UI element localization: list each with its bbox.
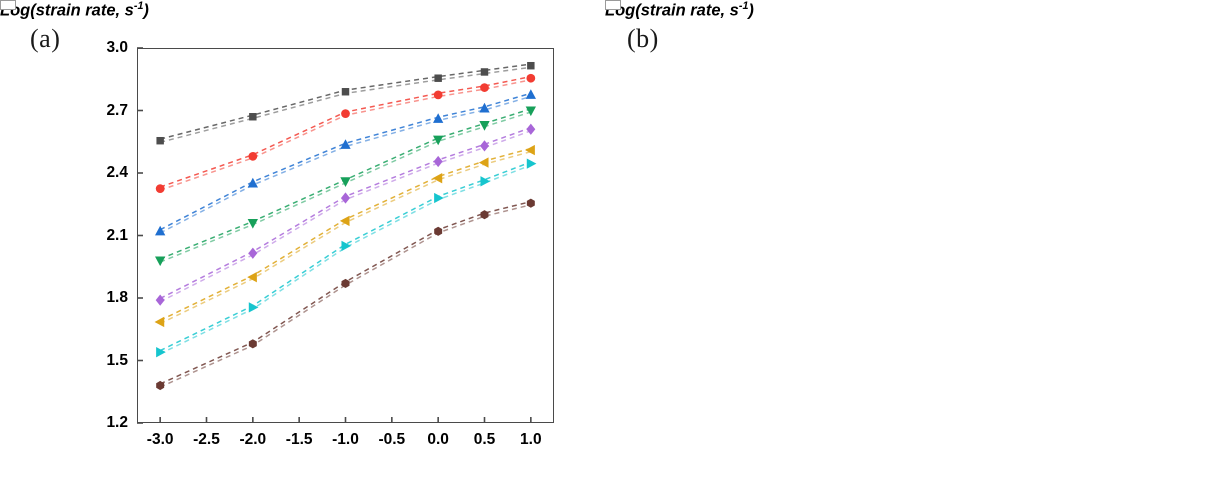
data-point-950 bbox=[247, 177, 258, 188]
data-point-1050 bbox=[433, 155, 443, 168]
data-point-1050 bbox=[248, 247, 258, 259]
data-point-1100 bbox=[247, 272, 257, 283]
data-point-1100 bbox=[339, 215, 350, 227]
panel-a-x-axis-title: Log(strain rate, s-1) bbox=[0, 0, 149, 20]
y-tick-label: 2.1 bbox=[106, 226, 128, 244]
data-point-900 bbox=[155, 184, 165, 193]
data-point-1150 bbox=[156, 347, 166, 358]
data-point-850 bbox=[434, 74, 442, 82]
panel-a-data-layer bbox=[137, 47, 537, 424]
data-point-900 bbox=[480, 83, 489, 92]
data-point-1000 bbox=[247, 218, 258, 229]
data-point-1000 bbox=[155, 256, 166, 267]
panel-a-legend bbox=[0, 0, 16, 10]
x-tick-label: 0.0 bbox=[427, 431, 449, 448]
data-point-1000 bbox=[479, 121, 490, 131]
data-point-1000 bbox=[433, 135, 444, 146]
data-point-950 bbox=[479, 102, 490, 113]
data-point-900 bbox=[526, 73, 536, 83]
data-point-1150 bbox=[341, 240, 352, 252]
data-point-950 bbox=[525, 89, 536, 99]
y-tick-label: 3.0 bbox=[106, 39, 128, 56]
data-point-950 bbox=[155, 225, 166, 236]
data-point-1150 bbox=[480, 176, 491, 187]
data-point-950 bbox=[340, 139, 351, 149]
y-tick-label: 1.5 bbox=[106, 351, 128, 369]
y-tick-label: 2.4 bbox=[106, 164, 128, 181]
data-point-1150 bbox=[248, 302, 259, 313]
data-point-1100 bbox=[478, 157, 489, 168]
data-point-1050 bbox=[155, 294, 165, 306]
data-point-1200 bbox=[526, 198, 535, 208]
panel-b-data-layer bbox=[605, 0, 1211, 488]
x-tick-label: -3.0 bbox=[146, 431, 174, 448]
data-point-1200 bbox=[248, 339, 257, 349]
panel-a-tag: (a) bbox=[30, 24, 61, 53]
data-point-950 bbox=[433, 113, 444, 123]
x-tick-label: -2.0 bbox=[239, 431, 267, 448]
data-point-1150 bbox=[526, 158, 537, 169]
data-point-850 bbox=[156, 136, 164, 145]
data-point-1050 bbox=[526, 123, 536, 135]
data-point-850 bbox=[527, 61, 535, 70]
panel-b: (b) Log(strain rate, s-1) Log(Flow stres… bbox=[605, 0, 1211, 488]
data-point-1050 bbox=[480, 140, 489, 152]
x-tick-label: 1.0 bbox=[520, 431, 542, 448]
x-tick-label: -1.5 bbox=[285, 431, 313, 448]
y-tick-label: 1.2 bbox=[106, 414, 128, 431]
y-tick-label: 1.8 bbox=[106, 289, 128, 306]
data-point-1100 bbox=[154, 316, 165, 328]
panel-a: (a) 1.2 1.5 1.8 2.1 2.4 2.7 3.0 -3.0 -2.5 -2.0 -1.… bbox=[0, 0, 605, 488]
x-tick-label: -0.5 bbox=[378, 431, 406, 448]
data-point-1100 bbox=[432, 173, 443, 184]
data-point-850 bbox=[480, 68, 489, 76]
data-point-1100 bbox=[525, 144, 535, 156]
data-point-1200 bbox=[341, 278, 350, 289]
x-tick-label: -2.5 bbox=[193, 431, 220, 448]
x-tick-label: -1.0 bbox=[332, 431, 359, 448]
data-point-850 bbox=[249, 113, 257, 121]
data-point-1000 bbox=[525, 106, 536, 117]
x-tick-label: 0.5 bbox=[473, 431, 496, 448]
data-point-1200 bbox=[480, 210, 489, 220]
data-point-900 bbox=[433, 90, 443, 100]
data-point-1000 bbox=[340, 177, 351, 187]
data-point-1200 bbox=[156, 380, 165, 391]
data-point-1050 bbox=[341, 192, 350, 204]
data-point-1200 bbox=[434, 226, 443, 236]
data-point-900 bbox=[341, 109, 350, 118]
panel-b-legend bbox=[605, 0, 621, 10]
data-point-850 bbox=[341, 88, 350, 96]
panel-b-x-axis-title: Log(strain rate, s-1) bbox=[605, 0, 754, 20]
y-tick-label: 2.7 bbox=[106, 101, 128, 119]
data-point-1150 bbox=[434, 192, 444, 204]
panel-b-tag: (b) bbox=[627, 24, 659, 53]
data-point-900 bbox=[248, 151, 258, 161]
